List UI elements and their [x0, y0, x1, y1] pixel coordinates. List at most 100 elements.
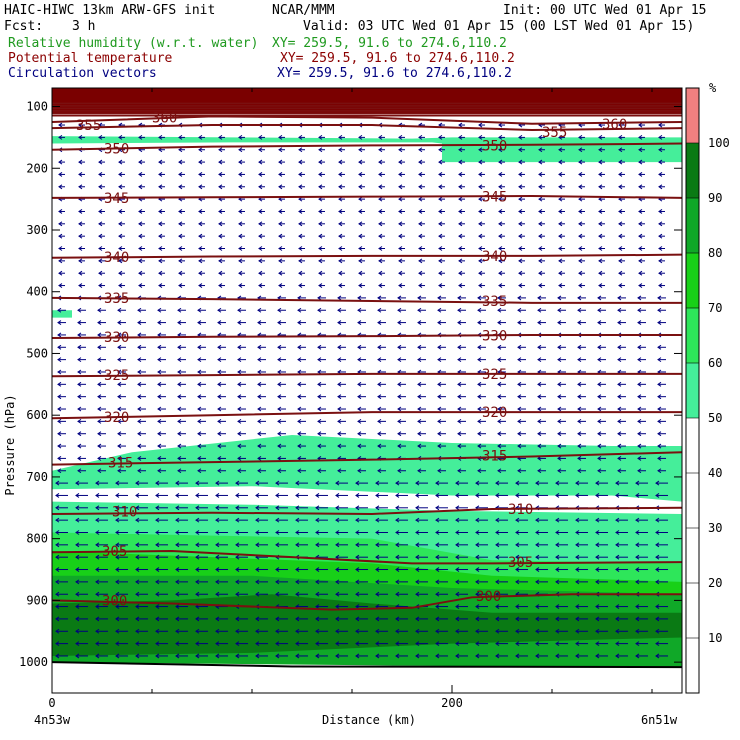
vector-head [555, 653, 560, 659]
vector-head [97, 357, 102, 363]
vector-head [598, 172, 603, 177]
vector-head [415, 530, 420, 535]
vector-head [435, 530, 440, 535]
vector-head [435, 579, 440, 585]
vector-head [437, 406, 442, 412]
vector-head [398, 159, 403, 165]
vector-head [298, 134, 303, 140]
vector-head [618, 159, 623, 165]
vector-head [298, 221, 303, 227]
vector-head [117, 468, 122, 474]
vector-head [217, 381, 222, 387]
vector-head [418, 258, 423, 264]
vector-head [475, 604, 480, 609]
vector-head [395, 653, 400, 659]
terrain-line [51, 661, 683, 669]
vector-head [55, 505, 60, 511]
vector-head [137, 431, 142, 437]
vector-head [137, 394, 142, 400]
vector-head [658, 209, 663, 214]
vector-head [578, 209, 583, 214]
vector-head [458, 233, 463, 239]
vector-head [495, 579, 500, 585]
vector-head [155, 530, 160, 535]
vector-head [497, 295, 502, 301]
vector-head [458, 196, 463, 202]
vector-head [317, 357, 322, 363]
vector-head [555, 530, 560, 535]
vector-head [57, 406, 62, 412]
vector-head [535, 604, 540, 609]
vector-head [215, 542, 220, 548]
field-rh-name: Relative humidity (w.r.t. water) [8, 36, 258, 51]
vector-head [78, 221, 83, 227]
vector-head [58, 233, 63, 239]
vector-head [77, 357, 82, 363]
vector-head [58, 172, 63, 177]
vector-head [175, 554, 180, 560]
vector-head [638, 246, 643, 251]
vector-head [518, 246, 523, 251]
vector-head [615, 616, 620, 622]
vector-head [618, 258, 623, 264]
vector-head [618, 184, 623, 190]
vector-head [557, 418, 562, 424]
vector-head [397, 443, 402, 449]
vector-head [77, 381, 82, 387]
vector-head [538, 258, 543, 264]
vector-head [335, 493, 340, 498]
vector-head [517, 307, 522, 313]
vector-head [238, 134, 243, 140]
vector-head [55, 542, 60, 548]
vector-head [518, 209, 523, 214]
vector-head [497, 381, 502, 387]
vector-head [55, 641, 60, 647]
vector-head [615, 530, 620, 535]
vector-head [375, 616, 380, 622]
vector-head [57, 381, 62, 387]
vector-head [218, 270, 223, 276]
vector-head [398, 270, 403, 276]
vector-head [558, 258, 563, 264]
vector-head [197, 406, 202, 412]
vector-head [55, 517, 60, 523]
vector-head [297, 443, 302, 449]
vector-head [615, 493, 620, 498]
vector-head [538, 184, 543, 190]
vector-head [257, 369, 262, 375]
vector-head [517, 381, 522, 387]
vector-head [658, 233, 663, 239]
vector-head [615, 517, 620, 523]
vector-head [58, 122, 63, 128]
vector-head [198, 258, 203, 264]
vector-head [155, 628, 160, 634]
colorbar-segment-9 [686, 143, 699, 198]
vector-head [175, 567, 180, 572]
vector-head [438, 159, 443, 165]
vector-head [495, 616, 500, 622]
vector-head [538, 246, 543, 251]
vector-head [495, 493, 500, 498]
vector-head [178, 233, 183, 239]
vector-head [657, 295, 662, 301]
vector-head [295, 591, 300, 597]
vector-head [197, 320, 202, 326]
vector-head [537, 418, 542, 424]
vector-head [177, 307, 182, 313]
vector-head [335, 554, 340, 560]
vector-head [477, 443, 482, 449]
vector-head [115, 567, 120, 572]
vector-head [515, 554, 520, 560]
vector-head [117, 443, 122, 449]
vector-head [338, 147, 343, 153]
vector-head [237, 394, 242, 400]
vector-head [275, 653, 280, 659]
vector-head [315, 628, 320, 634]
vector-head [457, 357, 462, 363]
vector-head [635, 567, 640, 572]
vector-head [597, 418, 602, 424]
vector-head [575, 628, 580, 634]
vector-head [175, 653, 180, 659]
vector-head [197, 344, 202, 350]
vector-head [158, 283, 163, 288]
